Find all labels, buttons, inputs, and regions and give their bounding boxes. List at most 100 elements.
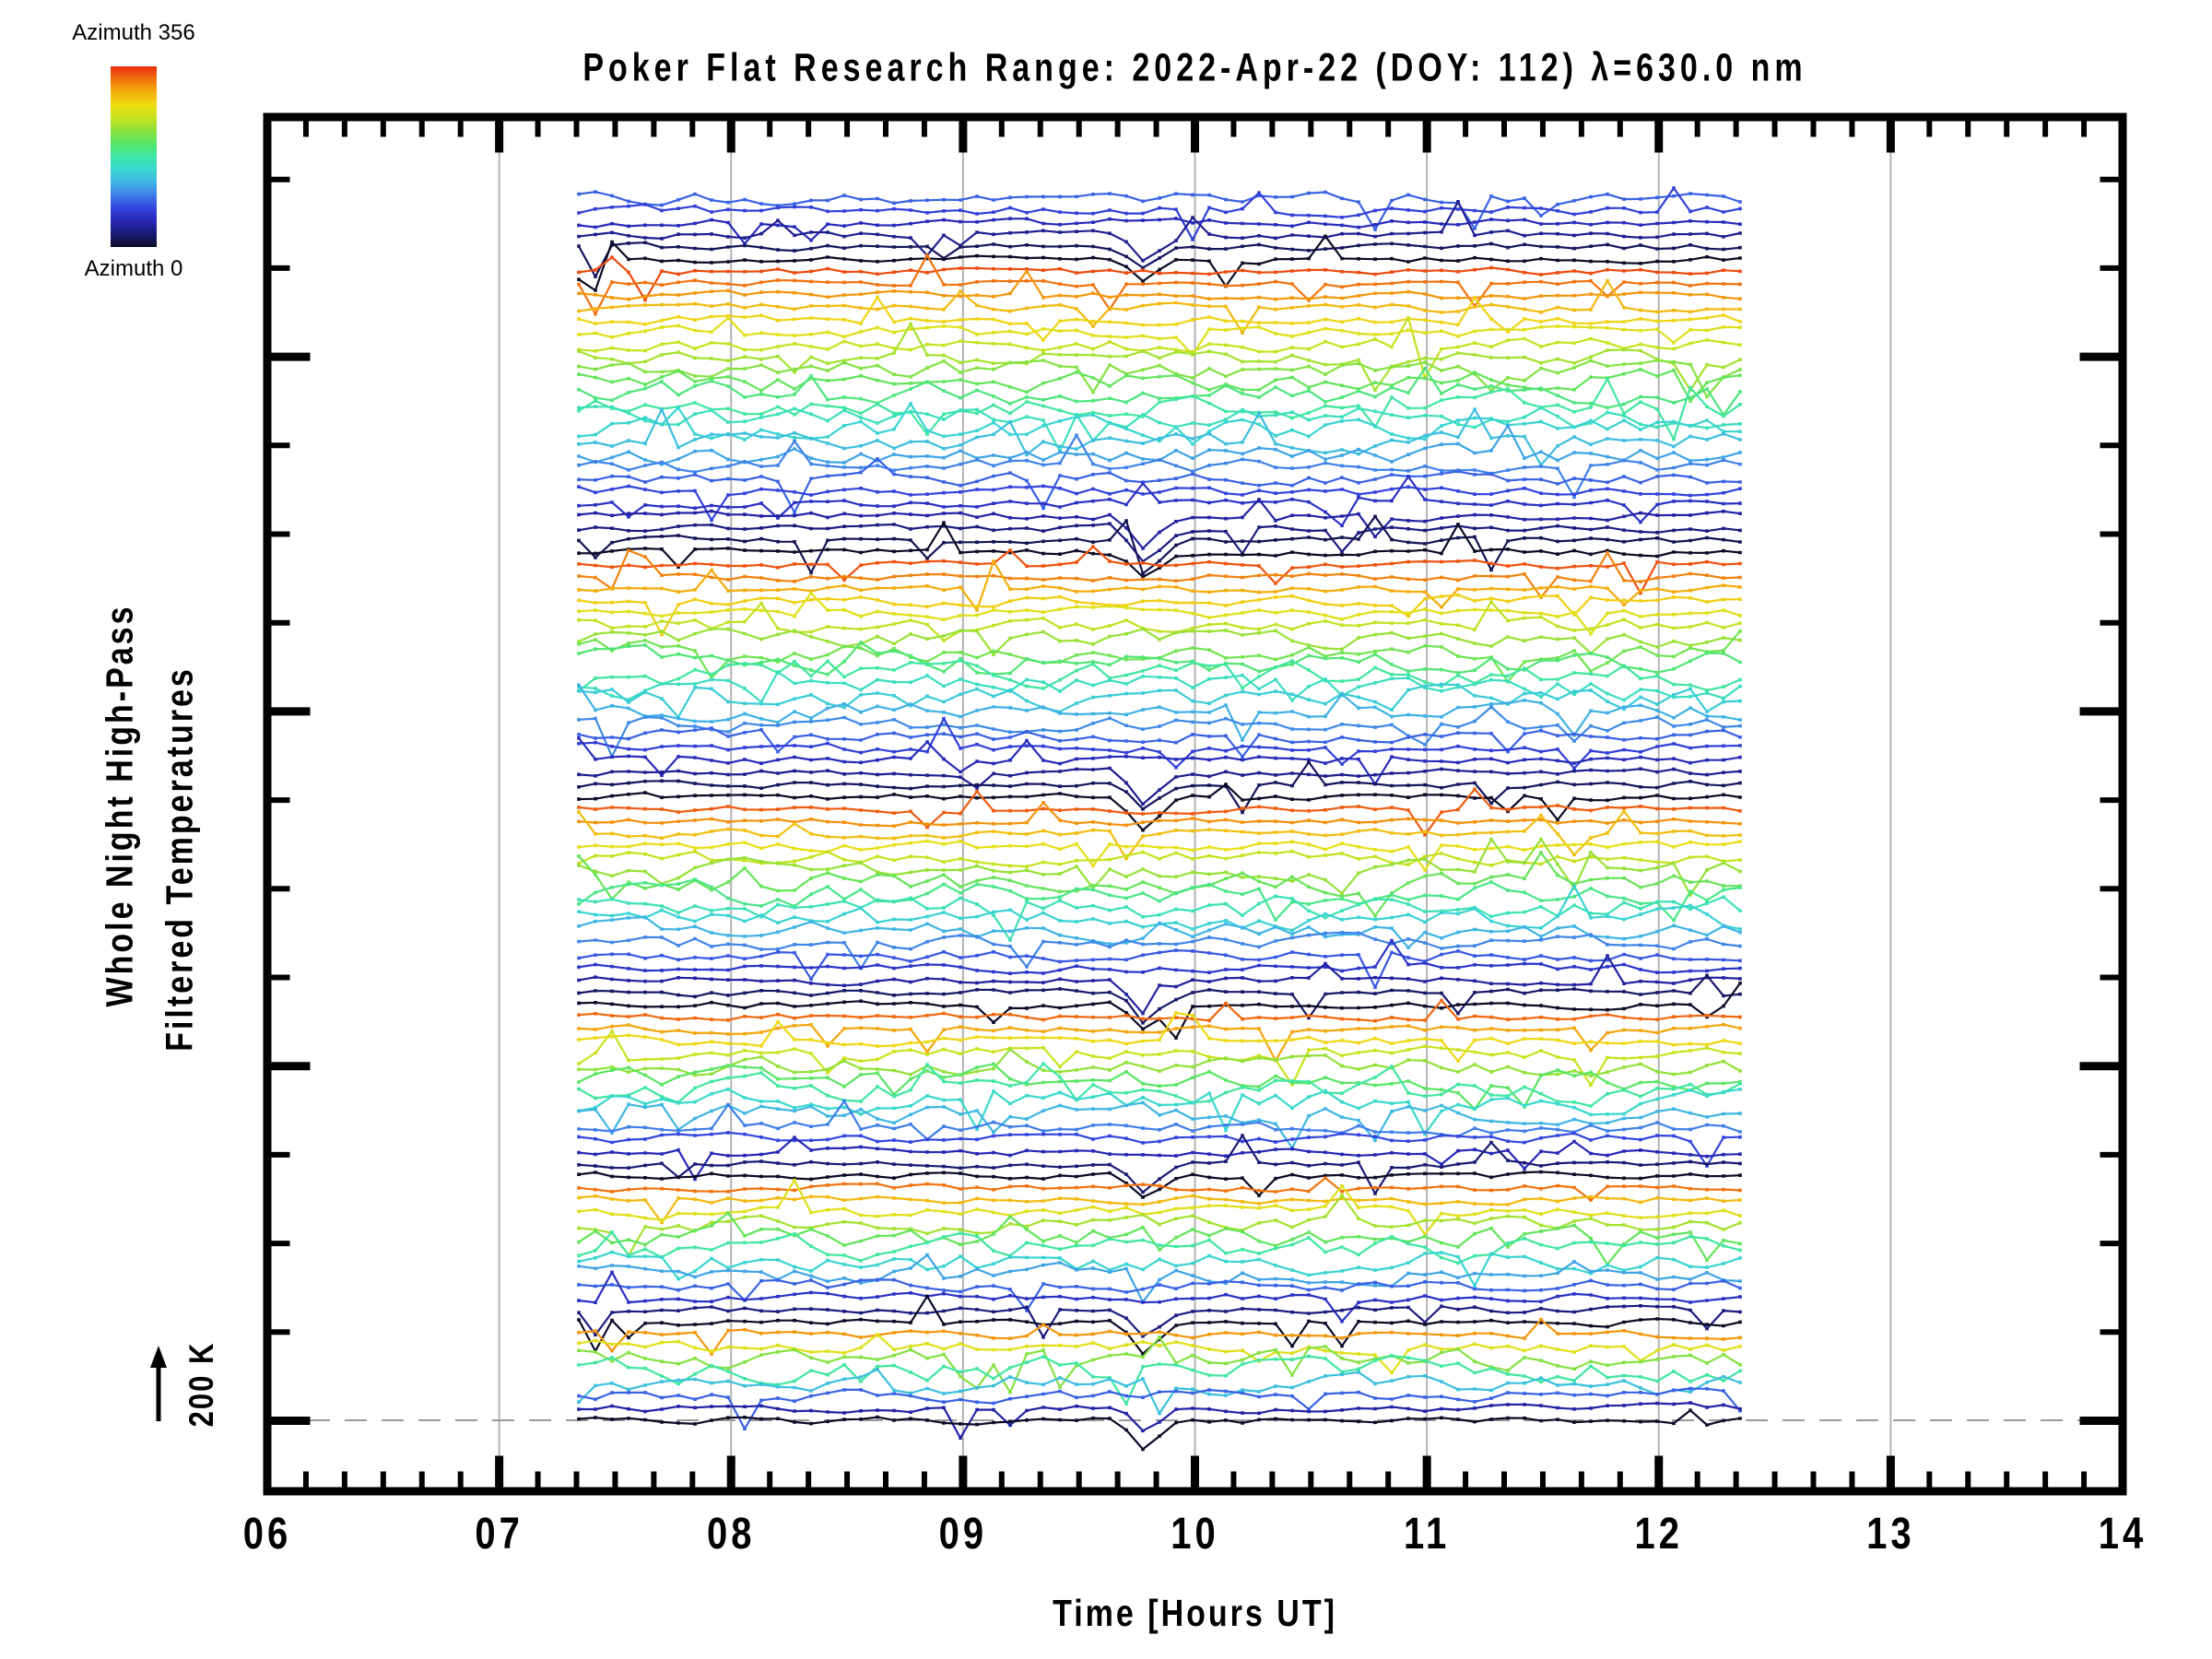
trace-point-markers xyxy=(577,402,1742,446)
trace-point-markers xyxy=(577,591,1742,636)
trace-point-markers xyxy=(577,186,1742,241)
trace-point-markers xyxy=(577,1099,1742,1141)
trace-point-markers xyxy=(577,278,1742,335)
trace-point-markers xyxy=(577,1022,1742,1063)
trace-point-markers xyxy=(577,600,1742,642)
x-tick-label: 11 xyxy=(1403,1510,1451,1559)
y-axis-label-line2: Filtered Temperatures xyxy=(159,666,202,1052)
trace-point-markers xyxy=(577,716,1742,771)
trace-point-markers xyxy=(577,894,1742,942)
trace-point-markers xyxy=(577,1194,1742,1225)
temperature-traces xyxy=(577,186,1742,1452)
trace-point-markers xyxy=(577,269,1742,301)
trace-point-markers xyxy=(577,705,1742,759)
scale-arrow-head xyxy=(150,1346,167,1368)
temperature-trace xyxy=(578,523,1741,563)
trace-point-markers xyxy=(577,1317,1742,1356)
x-tick-label: 13 xyxy=(1866,1510,1915,1559)
trace-point-markers xyxy=(577,998,1742,1023)
temperature-trace xyxy=(578,187,1741,241)
trace-point-markers xyxy=(577,1135,1742,1182)
temperature-trace xyxy=(578,840,1741,872)
trace-point-markers xyxy=(577,1178,1742,1236)
trace-point-markers xyxy=(577,1408,1742,1452)
trace-point-markers xyxy=(577,433,1742,500)
trace-point-markers xyxy=(577,931,1742,971)
azimuth-colorbar xyxy=(111,66,157,247)
trace-point-markers xyxy=(577,884,1742,933)
trace-point-markers xyxy=(577,359,1742,399)
x-tick-label: 14 xyxy=(2098,1510,2147,1559)
x-tick-label: 07 xyxy=(475,1510,524,1559)
trace-point-markers xyxy=(577,782,1742,832)
temperature-trace xyxy=(578,434,1741,499)
temperature-trace xyxy=(578,737,1741,785)
trace-point-markers xyxy=(577,849,1742,868)
axis-frame xyxy=(263,112,2127,1496)
trace-point-markers xyxy=(577,200,1742,263)
trace-point-markers xyxy=(577,736,1742,786)
trace-point-markers xyxy=(577,1176,1742,1202)
trace-point-markers xyxy=(577,954,1742,1016)
trace-point-markers xyxy=(577,1134,1742,1195)
trace-point-markers xyxy=(577,1401,1742,1440)
trace-point-markers xyxy=(577,1277,1742,1312)
trace-point-markers xyxy=(577,255,1742,302)
trace-point-markers xyxy=(577,521,1742,579)
temperature-trace xyxy=(578,218,1741,245)
trace-point-markers xyxy=(577,670,1742,704)
scale-bar-arrow xyxy=(150,1346,167,1421)
temperature-trace xyxy=(578,600,1741,642)
trace-point-markers xyxy=(577,475,1742,528)
trace-point-markers xyxy=(577,548,1742,599)
trace-point-markers xyxy=(577,1294,1742,1356)
trace-point-markers xyxy=(577,683,1742,742)
colorbar-top-label: Azimuth 356 xyxy=(72,20,195,45)
plot-title: Poker Flat Research Range: 2022-Apr-22 (… xyxy=(582,46,1807,90)
trace-point-markers xyxy=(577,787,1742,837)
trace-point-markers xyxy=(577,1131,1742,1168)
trace-point-markers xyxy=(577,948,1742,989)
trace-point-markers xyxy=(577,407,1742,467)
trace-point-markers xyxy=(577,1368,1742,1416)
frame xyxy=(263,112,2127,1496)
trace-point-markers xyxy=(577,1088,1742,1136)
trace-point-markers xyxy=(577,545,1742,595)
scale-bar-label: 200 K xyxy=(182,1341,221,1428)
trace-point-markers xyxy=(577,726,1742,759)
trace-point-markers xyxy=(577,938,1742,975)
trace-point-markers xyxy=(577,801,1742,829)
temperature-trace xyxy=(578,1088,1741,1135)
trace-point-markers xyxy=(577,514,1742,576)
x-tick-label: 08 xyxy=(707,1510,756,1559)
x-tick-label: 10 xyxy=(1171,1510,1219,1559)
temperature-trace xyxy=(578,931,1741,970)
axis-ticks xyxy=(263,121,2127,1488)
trace-point-markers xyxy=(577,484,1742,523)
trace-point-markers xyxy=(577,973,1742,1025)
trace-point-markers xyxy=(577,295,1742,342)
trace-point-markers xyxy=(577,1100,1742,1150)
x-tick-label: 09 xyxy=(938,1510,988,1559)
trace-point-markers xyxy=(577,1062,1742,1108)
trace-point-markers xyxy=(577,522,1742,563)
trace-point-markers xyxy=(577,593,1742,637)
temperature-trace xyxy=(578,1212,1741,1265)
trace-point-markers xyxy=(577,217,1742,246)
trace-point-markers xyxy=(577,1250,1742,1288)
trace-point-markers xyxy=(577,766,1742,806)
temperature-trace xyxy=(578,974,1741,1024)
trace-point-markers xyxy=(577,1304,1742,1339)
trace-point-markers xyxy=(577,316,1742,357)
trace-point-markers xyxy=(577,760,1742,815)
trace-point-markers xyxy=(577,1354,1742,1406)
trace-point-markers xyxy=(577,1333,1742,1375)
trace-point-markers xyxy=(577,1011,1742,1063)
trace-point-markers xyxy=(577,682,1742,719)
trace-point-markers xyxy=(577,559,1742,612)
trace-point-markers xyxy=(577,1386,1742,1430)
x-tick-label: 12 xyxy=(1634,1510,1683,1559)
x-axis-label: Time [Hours UT] xyxy=(1053,1593,1337,1635)
